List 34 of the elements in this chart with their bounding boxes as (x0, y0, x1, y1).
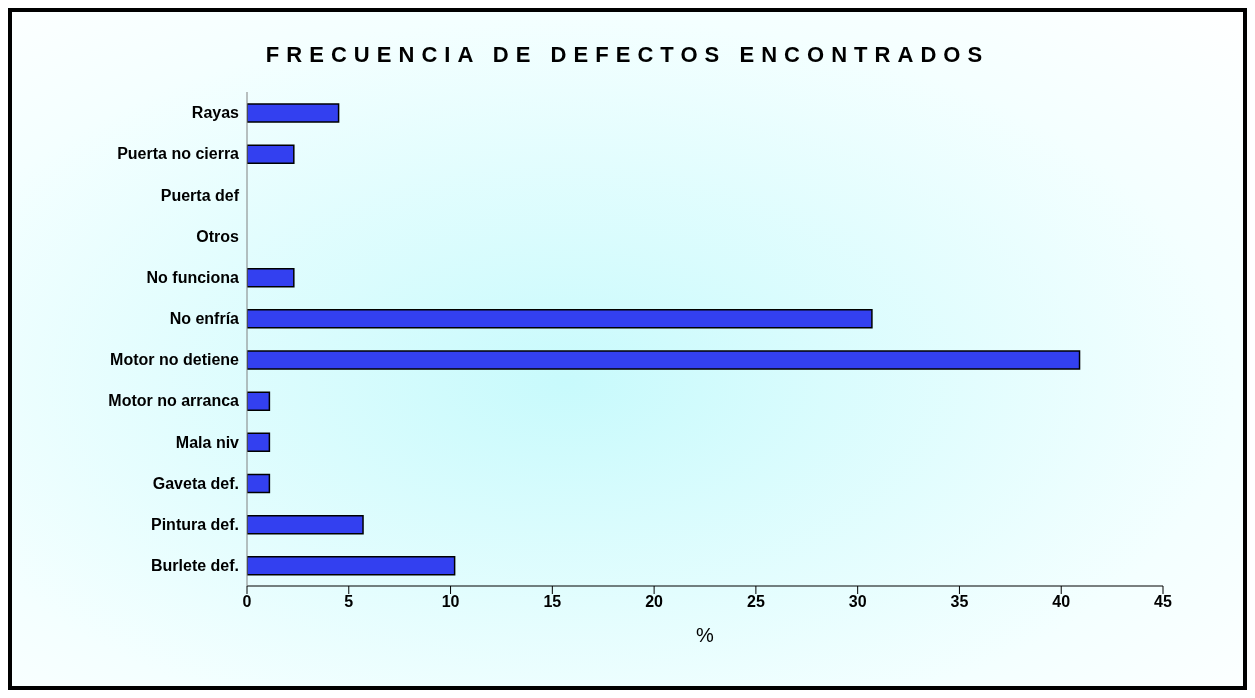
y-tick-label: Rayas (191, 104, 240, 122)
bar (247, 309, 873, 329)
y-tick-label: Mala niv (175, 433, 240, 451)
bar (247, 350, 1081, 370)
y-tick-label: Pintura def. (150, 515, 239, 533)
y-tick-label: Puerta no cierra (117, 145, 240, 163)
x-tick-label: 5 (344, 593, 354, 611)
bar (247, 144, 295, 164)
bar (247, 103, 340, 123)
bar (247, 267, 295, 288)
y-tick-label: Otros (196, 227, 240, 245)
x-tick-label: 0 (242, 593, 252, 611)
y-tick-label: Burlete def. (150, 557, 239, 575)
y-tick-label: Motor no detiene (110, 351, 240, 369)
y-tick-label: Motor no arranca (108, 392, 240, 410)
x-tick-label: 15 (543, 593, 562, 611)
bar (247, 432, 271, 453)
y-tick-label: Gaveta def. (152, 474, 239, 492)
chart-title: FRECUENCIA DE DEFECTOS ENCONTRADOS (264, 42, 991, 68)
bar (247, 473, 271, 494)
bar (247, 514, 364, 535)
x-tick-label: 25 (746, 593, 765, 611)
x-tick-label: 10 (441, 593, 460, 611)
y-tick-label: No enfría (169, 310, 240, 328)
x-tick-label: 40 (1052, 593, 1071, 611)
y-tick-label: No funciona (146, 268, 240, 286)
x-tick-label: 30 (848, 593, 867, 611)
bar (247, 391, 271, 411)
x-axis-title: % (696, 624, 715, 646)
x-tick-label: 45 (1154, 593, 1172, 611)
y-tick-label: Puerta def (160, 186, 240, 204)
x-tick-label: 35 (950, 593, 969, 611)
x-tick-label: 20 (645, 593, 664, 611)
bar (247, 556, 456, 576)
